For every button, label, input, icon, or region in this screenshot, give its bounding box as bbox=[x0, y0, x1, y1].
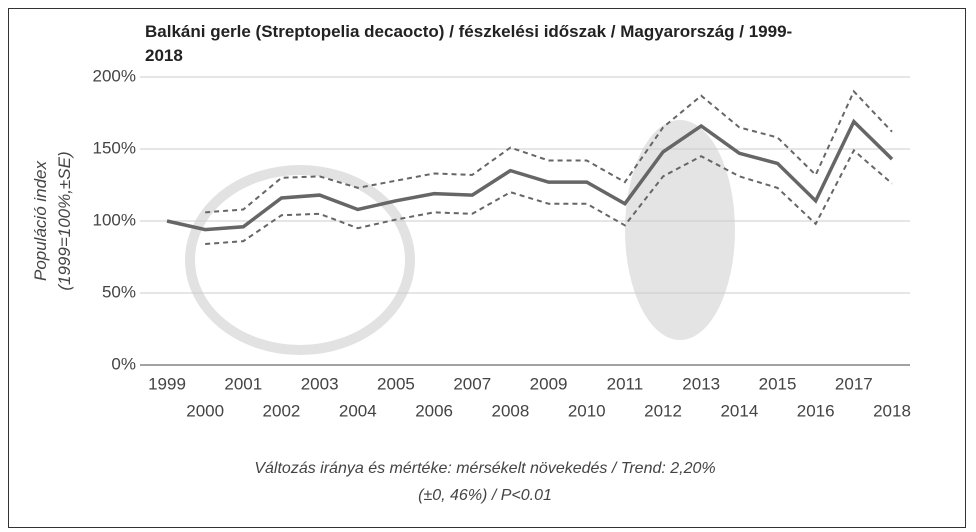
x-tick-label: 2000 bbox=[186, 401, 224, 420]
x-tick-label: 2010 bbox=[568, 401, 606, 420]
x-tick-label: 2018 bbox=[873, 401, 911, 420]
x-tick-label: 2017 bbox=[835, 374, 873, 393]
y-tick-label: 0% bbox=[111, 354, 136, 373]
x-tick-label: 2002 bbox=[263, 401, 301, 420]
watermark bbox=[185, 165, 415, 355]
frame bbox=[8, 8, 966, 528]
trend-note: Változás iránya és mértéke: mérsékelt nö… bbox=[254, 460, 716, 504]
y-axis-label-line: Populáció index bbox=[31, 160, 50, 281]
se-line bbox=[205, 89, 893, 214]
x-tick-label: 2014 bbox=[720, 401, 758, 420]
x-tick-label: 2012 bbox=[644, 401, 682, 420]
x-tick-label: 2007 bbox=[453, 374, 491, 393]
x-tick-label: 2009 bbox=[530, 374, 568, 393]
x-tick-label: 2013 bbox=[682, 374, 720, 393]
x-tick-label: 1999 bbox=[148, 374, 186, 393]
chart-title: Balkáni gerle (Streptopelia decaocto) / … bbox=[145, 22, 793, 65]
index-line bbox=[166, 118, 894, 232]
x-tick-label: 2003 bbox=[301, 374, 339, 393]
x-tick-label: 2006 bbox=[415, 401, 453, 420]
x-tick-label: 2001 bbox=[224, 374, 262, 393]
watermark bbox=[625, 120, 735, 340]
x-tick-label: 2008 bbox=[492, 401, 530, 420]
x-tick-label: 2011 bbox=[607, 374, 644, 393]
y-axis-label-line: (1999=100%,±SE) bbox=[55, 151, 74, 290]
x-tick-label: 2005 bbox=[377, 374, 415, 393]
se-line bbox=[205, 148, 893, 246]
y-tick-label: 100% bbox=[93, 210, 136, 229]
x-tick-label: 2016 bbox=[797, 401, 835, 420]
x-tick-label: 2004 bbox=[339, 401, 377, 420]
y-tick-label: 50% bbox=[102, 282, 136, 301]
y-axis-label: Populáció index (1999=100%,±SE) bbox=[31, 151, 74, 290]
y-tick-label: 200% bbox=[93, 66, 136, 85]
x-tick-label: 2015 bbox=[759, 374, 797, 393]
y-tick-label: 150% bbox=[93, 138, 136, 157]
